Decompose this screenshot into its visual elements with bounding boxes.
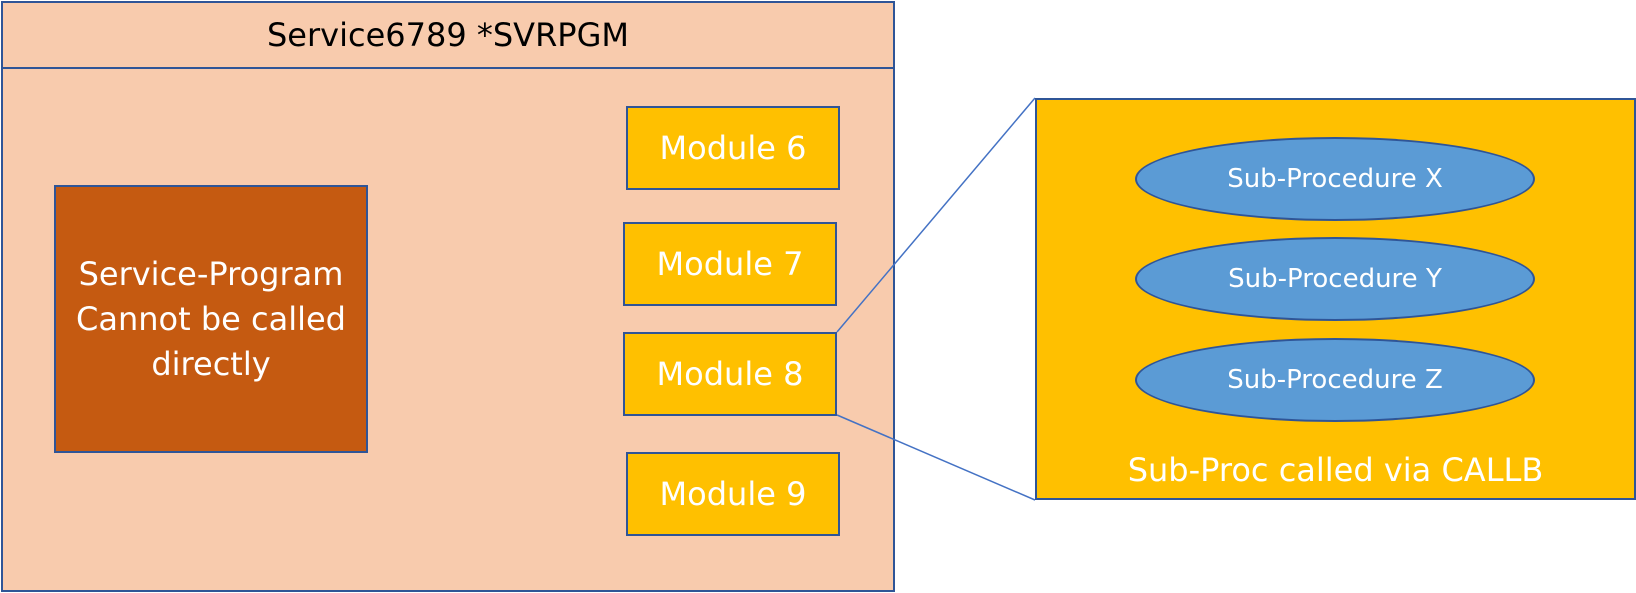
detail-caption: Sub-Proc called via CALLB bbox=[1127, 451, 1544, 489]
module-8-box: Module 8 bbox=[623, 332, 837, 416]
service-program-box: Service-Program Cannot be called directl… bbox=[54, 185, 368, 453]
sub-procedure-z: Sub-Procedure Z bbox=[1135, 338, 1535, 422]
sub-procedure-x: Sub-Procedure X bbox=[1135, 137, 1535, 221]
service-program-line-3: directly bbox=[151, 344, 271, 383]
service-program-line-2: Cannot be called bbox=[76, 299, 346, 338]
service-program-line-1: Service-Program bbox=[78, 254, 344, 293]
module-7-box: Module 7 bbox=[623, 222, 837, 306]
module-6-box: Module 6 bbox=[626, 106, 840, 190]
sub-procedure-y: Sub-Procedure Y bbox=[1135, 237, 1535, 321]
service-title: Service6789 *SVRPGM bbox=[1, 1, 895, 69]
module-9-box: Module 9 bbox=[626, 452, 840, 536]
